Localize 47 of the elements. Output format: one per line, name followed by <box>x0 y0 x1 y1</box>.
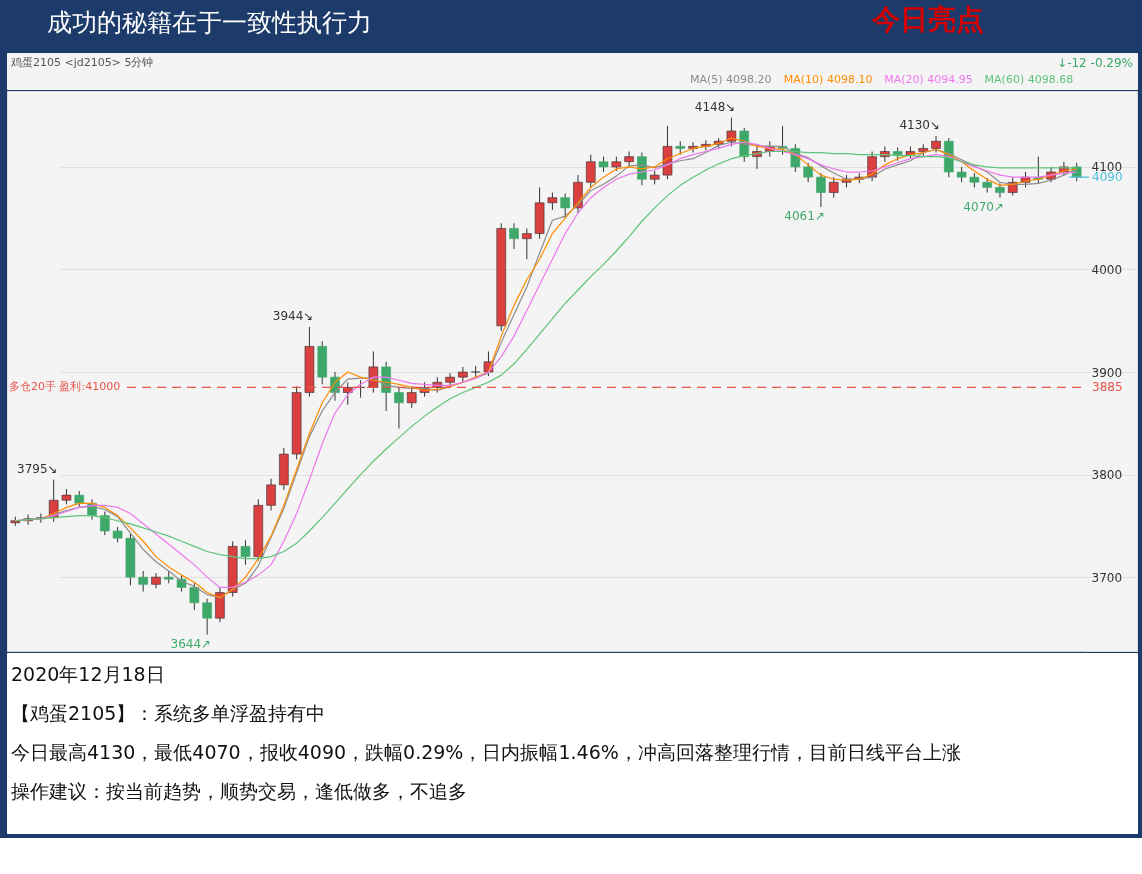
candlestick <box>803 162 813 183</box>
candlestick <box>931 135 941 154</box>
annotation: 4061↗ <box>784 208 825 223</box>
candlestick <box>585 154 596 188</box>
candlestick <box>509 222 519 250</box>
candlestick <box>816 172 826 208</box>
y-tick-label: 3900 <box>1091 365 1123 380</box>
text: MA(5) 4098.20 <box>690 73 772 86</box>
text: MA(60) 4098.68 <box>984 73 1074 86</box>
ref-line-label: 3885 <box>1092 380 1123 395</box>
candlestick <box>995 182 1005 199</box>
chart-title: 成功的秘籍在于一致性执行力 <box>47 8 372 37</box>
candlestick <box>151 572 161 589</box>
y-tick-label: 3700 <box>1091 570 1123 585</box>
annotation: 3644↗ <box>170 636 212 651</box>
text: 今日最高4130，最低4070，报收4090，跌幅0.29%，日内振幅1.46%，冲高回落整理行情，目前日线平台上涨 <box>11 741 961 763</box>
y-tick-label: 3800 <box>1091 468 1123 483</box>
annotation: 4148↘ <box>694 99 736 114</box>
text: ↓-12 -0.29% <box>1057 56 1133 70</box>
chart-subtitle: 鸡蛋2105 <jd2105> 5分钟 <box>10 56 154 69</box>
candlestick <box>406 385 417 409</box>
y-tick-label: 4000 <box>1091 262 1123 277</box>
text: 今日亮点 <box>871 3 984 36</box>
candlestick <box>240 539 251 566</box>
candlestick <box>624 151 634 168</box>
candlestick <box>726 117 737 147</box>
candlestick <box>522 227 532 260</box>
annotation: 3944↘ <box>272 308 314 323</box>
candlestick <box>343 381 353 406</box>
candlestick <box>202 598 212 636</box>
candlestick <box>394 386 404 429</box>
annotation: 多仓20手 盈利:41000 <box>9 380 121 394</box>
candlestick <box>828 176 839 199</box>
candlestick <box>445 372 455 387</box>
candlestick <box>138 570 148 593</box>
annotation: 3795↘ <box>17 461 58 476</box>
candlestick <box>458 366 468 383</box>
candlestick <box>189 582 200 611</box>
text: 【鸡蛋2105】：系统多单浮盈持有中 <box>11 702 326 724</box>
text: 操作建议：按当前趋势，顺势交易，逢低做多，不追多 <box>11 780 467 802</box>
text: MA(20) 4094.95 <box>884 73 973 86</box>
text: MA(10) 4098.10 <box>783 73 873 86</box>
candlestick <box>266 478 276 511</box>
text: 2020年12月18日 <box>11 663 165 685</box>
ref-line-label: 4090 <box>1092 170 1123 185</box>
annotation: 4130↘ <box>899 118 941 133</box>
annotation: 4070↗ <box>963 199 1004 214</box>
